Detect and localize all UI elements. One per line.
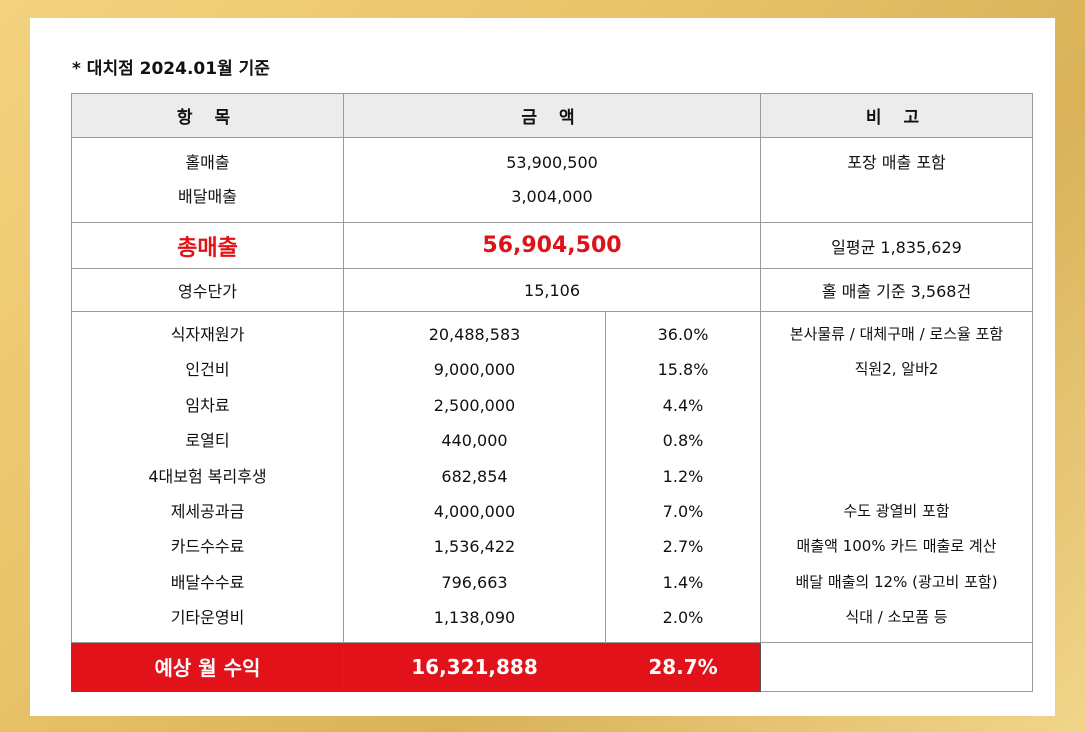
cost-label: 임차료 [185, 395, 230, 415]
cost-pct: 36.0% [657, 325, 709, 344]
cost-amount: 2,500,000 [433, 395, 516, 415]
info-card: * 대치점 2024.01월 기준 항 목 금 액 비 고 홀매출 배달매출 5… [30, 18, 1055, 716]
cost-label: 식자재원가 [170, 325, 245, 344]
cost-pct: 1.4% [662, 572, 704, 592]
cost-amount: 20,488,583 [428, 325, 521, 344]
cost-amount: 1,536,422 [433, 537, 516, 557]
profit-pct: 28.7% [604, 641, 762, 692]
profit-row: 예상 월 수익 16,321,888 28.7% [71, 641, 1034, 692]
cost-row: 식자재원가 인건비 임차료 로열티 4대보험 복리후생 제세공과금 카드수수료 … [71, 311, 1034, 643]
cost-pcts-cell: 36.0% 15.8% 4.4% 0.8% 1.2% 7.0% 2.7% 1.4… [604, 311, 762, 643]
cost-remark: 배달 매출의 12% (광고비 포함) [795, 572, 998, 591]
cost-label: 카드수수료 [170, 537, 245, 557]
total-sales-label: 총매출 [71, 222, 344, 269]
cost-amount: 682,854 [441, 466, 508, 486]
cost-amount: 1,138,090 [433, 608, 516, 628]
table-header-row: 항 목 금 액 비 고 [71, 93, 1034, 138]
cost-label: 배달수수료 [170, 572, 245, 592]
profit-label: 예상 월 수익 [71, 641, 344, 692]
cost-remark: 본사물류 / 대체구매 / 로스율 포함 [789, 325, 1004, 343]
header-item: 항 목 [71, 93, 344, 138]
profit-remark [760, 641, 1034, 692]
profit-amount: 16,321,888 [343, 641, 606, 692]
cost-remark: 직원2, 알바2 [854, 360, 939, 379]
cost-pct: 2.0% [662, 608, 704, 628]
cost-label: 인건비 [185, 360, 230, 380]
total-sales-amount: 56,904,500 [342, 222, 762, 269]
total-sales-remark: 일평균 1,835,629 [760, 222, 1034, 269]
sales-item: 배달매출 [178, 187, 237, 206]
sales-item: 홀매출 [185, 153, 230, 172]
cost-amount: 796,663 [441, 572, 508, 592]
cost-remark: 매출액 100% 카드 매출로 계산 [796, 537, 997, 556]
cost-amount: 440,000 [441, 431, 508, 451]
sales-amounts-cell: 53,900,500 3,004,000 [342, 137, 762, 223]
cost-amounts-cell: 20,488,583 9,000,000 2,500,000 440,000 6… [343, 311, 606, 643]
cost-remark: 식대 / 소모품 등 [845, 608, 948, 627]
sales-remark: 포장 매출 포함 [847, 153, 946, 172]
unit-price-row: 영수단가 15,106 홀 매출 기준 3,568건 [71, 268, 1034, 312]
cost-amount: 9,000,000 [433, 360, 516, 380]
cost-labels-cell: 식자재원가 인건비 임차료 로열티 4대보험 복리후생 제세공과금 카드수수료 … [71, 311, 344, 643]
basis-note: * 대치점 2024.01월 기준 [72, 59, 270, 79]
header-amount: 금 액 [342, 93, 762, 138]
cost-label: 기타운영비 [170, 608, 245, 628]
unit-price-amount: 15,106 [342, 268, 762, 312]
revenue-table: 항 목 금 액 비 고 홀매출 배달매출 53,900,500 3,004,00… [71, 93, 1034, 692]
unit-price-label: 영수단가 [71, 268, 344, 312]
cost-pct: 2.7% [662, 537, 704, 557]
sales-remark-cell: 포장 매출 포함 [760, 137, 1034, 223]
cost-pct: 1.2% [662, 466, 704, 486]
cost-amount: 4,000,000 [433, 502, 516, 522]
cost-pct: 0.8% [662, 431, 704, 451]
cost-remarks-cell: 본사물류 / 대체구매 / 로스율 포함 직원2, 알바2 . . . 수도 광… [760, 311, 1034, 643]
cost-pct: 15.8% [657, 360, 709, 380]
sales-row: 홀매출 배달매출 53,900,500 3,004,000 포장 매출 포함 [71, 137, 1034, 223]
cost-label: 제세공과금 [170, 502, 245, 522]
sales-amount: 53,900,500 [506, 153, 598, 172]
total-sales-row: 총매출 56,904,500 일평균 1,835,629 [71, 222, 1034, 269]
header-remarks: 비 고 [760, 93, 1034, 138]
cost-pct: 7.0% [662, 502, 704, 522]
unit-price-remark: 홀 매출 기준 3,568건 [760, 268, 1034, 312]
sales-items-cell: 홀매출 배달매출 [71, 137, 344, 223]
sales-amount: 3,004,000 [511, 187, 593, 206]
cost-label: 로열티 [185, 431, 230, 451]
cost-label: 4대보험 복리후생 [148, 466, 267, 486]
cost-remark: 수도 광열비 포함 [843, 502, 950, 521]
cost-pct: 4.4% [662, 395, 704, 415]
